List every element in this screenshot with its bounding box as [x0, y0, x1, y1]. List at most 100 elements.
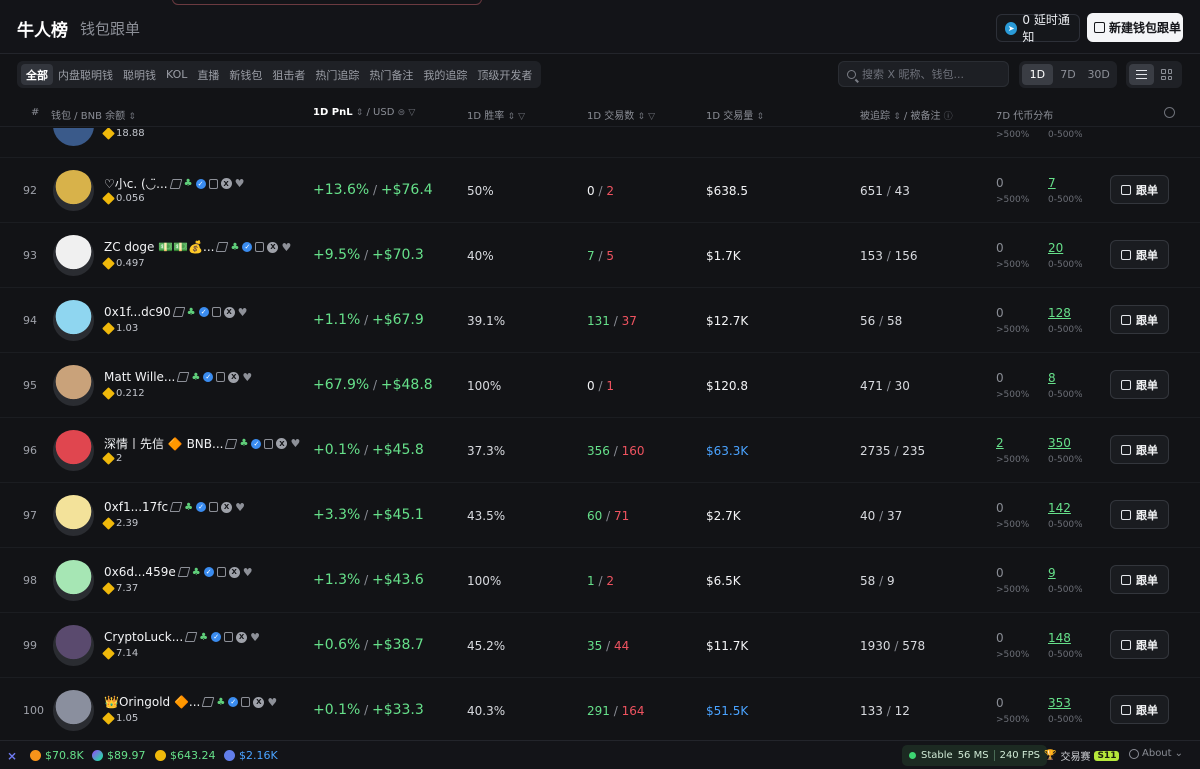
- avatar[interactable]: [53, 170, 94, 211]
- sol-ticker[interactable]: $89.97: [92, 749, 146, 762]
- edit-note-icon[interactable]: [172, 307, 185, 317]
- filter-all[interactable]: 全部: [21, 64, 53, 85]
- follow-button[interactable]: 跟单: [1110, 695, 1169, 724]
- settings-gear-icon[interactable]: [1164, 107, 1175, 118]
- table-row[interactable]: 99 CryptoLuck... ♣ ✓ X ♥ 7.14 +0.6% / +$…: [0, 613, 1200, 678]
- filter-live[interactable]: 直播: [197, 68, 220, 82]
- filter-hot-noted[interactable]: 热门备注: [369, 68, 414, 82]
- table-row[interactable]: 98 0x6d...459e ♣ ✓ X ♥ 7.37 +1.3% / +$43…: [0, 548, 1200, 613]
- dist-mid[interactable]: 353: [1048, 696, 1071, 710]
- col-volume[interactable]: 1D 交易量 ⇕: [706, 111, 764, 122]
- wallet-name[interactable]: CryptoLuck... ♣ ✓ X ♥: [104, 630, 261, 644]
- follow-button[interactable]: 跟单: [1110, 305, 1169, 334]
- copy-icon[interactable]: [216, 372, 226, 382]
- filter-inner-smart-money[interactable]: 内盘聪明钱: [58, 68, 113, 82]
- copy-icon[interactable]: [264, 438, 274, 449]
- wallet-name[interactable]: 0xf1...17fc ♣ ✓ X ♥: [104, 500, 246, 514]
- x-twitter-icon[interactable]: X: [236, 631, 248, 643]
- period-7d[interactable]: 7D: [1060, 68, 1076, 81]
- wallet-name[interactable]: 0x1f...dc90 ♣ ✓ X ♥: [104, 305, 249, 319]
- table-row[interactable]: 92 ♡小c. (◡̈... ♣ ✓ X ♥ 0.056 +13.6% / +$…: [0, 158, 1200, 223]
- avatar[interactable]: [53, 365, 94, 406]
- filter-sniper[interactable]: 狙击者: [272, 68, 306, 82]
- filter-hot-tracked[interactable]: 热门追踪: [315, 68, 360, 82]
- dist-mid[interactable]: 9: [1048, 566, 1056, 580]
- dist-mid[interactable]: 148: [1048, 631, 1071, 645]
- x-twitter-icon[interactable]: X: [267, 241, 279, 253]
- filter-kol[interactable]: KOL: [166, 68, 188, 81]
- dist-mid[interactable]: 128: [1048, 306, 1071, 320]
- col-winrate[interactable]: 1D 胜率 ⇕ ▽: [467, 111, 526, 122]
- table-row[interactable]: 94 0x1f...dc90 ♣ ✓ X ♥ 1.03 +1.1% / +$67…: [0, 288, 1200, 353]
- copy-icon[interactable]: [255, 242, 265, 252]
- table-row[interactable]: 97 0xf1...17fc ♣ ✓ X ♥ 2.39 +3.3% / +$45…: [0, 483, 1200, 548]
- heart-icon[interactable]: ♥: [242, 370, 253, 384]
- follow-button[interactable]: 跟单: [1110, 240, 1169, 269]
- table-row[interactable]: 100 👑Oringold 🔶... ♣ ✓ X ♥ 1.05 +0.1% / …: [0, 678, 1200, 740]
- wallet-name[interactable]: 深情丨先信 🔶 BNB... ♣ ✓ X ♥: [104, 435, 301, 452]
- tab-wallet-follow[interactable]: 钱包跟单: [80, 20, 141, 38]
- filter-new-wallet[interactable]: 新钱包: [229, 68, 263, 82]
- dist-mid[interactable]: 20: [1048, 241, 1064, 255]
- copy-icon[interactable]: [211, 307, 221, 317]
- avatar[interactable]: [53, 235, 94, 276]
- col-trades[interactable]: 1D 交易数 ⇕ ▽: [587, 111, 656, 122]
- follow-button[interactable]: 跟单: [1110, 435, 1169, 464]
- dist-mid[interactable]: 8: [1048, 371, 1056, 385]
- avatar[interactable]: [53, 690, 94, 731]
- col-pnl[interactable]: 1D PnL ⇕ / USD ⊜ ▽: [313, 107, 416, 118]
- grid-view-button[interactable]: [1154, 64, 1179, 85]
- table-row[interactable]: 93 ZC doge 💵💵💰... ♣ ✓ X ♥ 0.497 +9.5% / …: [0, 223, 1200, 288]
- heart-icon[interactable]: ♥: [235, 500, 245, 514]
- col-tracked[interactable]: 被追踪 ⇕ / 被备注 ⓘ: [860, 111, 953, 122]
- avatar[interactable]: [53, 430, 94, 471]
- avatar[interactable]: [53, 560, 94, 601]
- bnb-ticker[interactable]: $643.24: [155, 749, 216, 762]
- avatar[interactable]: [53, 128, 94, 146]
- eth-ticker[interactable]: $2.16K: [224, 749, 278, 762]
- connection-status[interactable]: Stable 56 MS 240 FPS: [902, 745, 1047, 766]
- heart-icon[interactable]: ♥: [281, 240, 292, 254]
- heart-icon[interactable]: ♥: [237, 305, 248, 319]
- x-twitter-icon[interactable]: X: [221, 501, 233, 513]
- avatar[interactable]: [53, 625, 94, 666]
- copy-icon[interactable]: [216, 567, 226, 577]
- dist-mid[interactable]: 7: [1048, 176, 1056, 190]
- x-twitter-icon[interactable]: X: [220, 178, 232, 189]
- filter-smart-money[interactable]: 聪明钱: [123, 68, 156, 82]
- copy-icon[interactable]: [224, 632, 234, 642]
- new-wallet-follow-button[interactable]: 新建钱包跟单: [1087, 13, 1183, 42]
- filter-top-developer[interactable]: 顶级开发者: [477, 68, 533, 82]
- x-twitter-icon[interactable]: X: [228, 371, 240, 383]
- x-twitter-icon[interactable]: X: [223, 306, 235, 318]
- edit-note-icon[interactable]: [202, 697, 215, 707]
- btc-ticker[interactable]: $70.8K: [30, 749, 84, 762]
- trading-contest-link[interactable]: 🏆 交易赛 S11: [1044, 748, 1120, 763]
- x-twitter-icon[interactable]: X: [276, 438, 288, 449]
- edit-note-icon[interactable]: [184, 632, 198, 642]
- avatar[interactable]: [53, 300, 94, 341]
- heart-icon[interactable]: ♥: [242, 565, 253, 579]
- wallet-name[interactable]: ZC doge 💵💵💰... ♣ ✓ X ♥: [104, 240, 292, 254]
- follow-button[interactable]: 跟单: [1110, 370, 1169, 399]
- period-30d[interactable]: 30D: [1087, 68, 1110, 81]
- x-twitter-icon[interactable]: X: [228, 566, 240, 578]
- table-row[interactable]: 95 Matt Wille... ♣ ✓ X ♥ 0.212 +67.9% / …: [0, 353, 1200, 418]
- copy-icon[interactable]: [209, 502, 219, 512]
- edit-note-icon[interactable]: [177, 567, 191, 577]
- heart-icon[interactable]: ♥: [267, 695, 278, 709]
- list-view-button[interactable]: [1129, 64, 1154, 85]
- follow-button[interactable]: 跟单: [1110, 175, 1169, 204]
- avatar[interactable]: [53, 495, 94, 536]
- copy-icon[interactable]: [241, 697, 251, 707]
- wallet-name[interactable]: Matt Wille... ♣ ✓ X ♥: [104, 370, 253, 384]
- wallet-name[interactable]: ♡小c. (◡̈... ♣ ✓ X ♥: [104, 175, 246, 192]
- menu-logo-icon[interactable]: ⨯: [6, 748, 18, 763]
- dist-high[interactable]: 2: [996, 436, 1004, 450]
- delay-notify-button[interactable]: ➤ 0 延时通知: [996, 13, 1080, 44]
- copy-icon[interactable]: [208, 178, 218, 189]
- x-twitter-icon[interactable]: X: [253, 696, 265, 708]
- about-menu[interactable]: About ⌄: [1129, 748, 1183, 759]
- heart-icon[interactable]: ♥: [290, 437, 301, 450]
- filter-my-tracked[interactable]: 我的追踪: [423, 68, 468, 82]
